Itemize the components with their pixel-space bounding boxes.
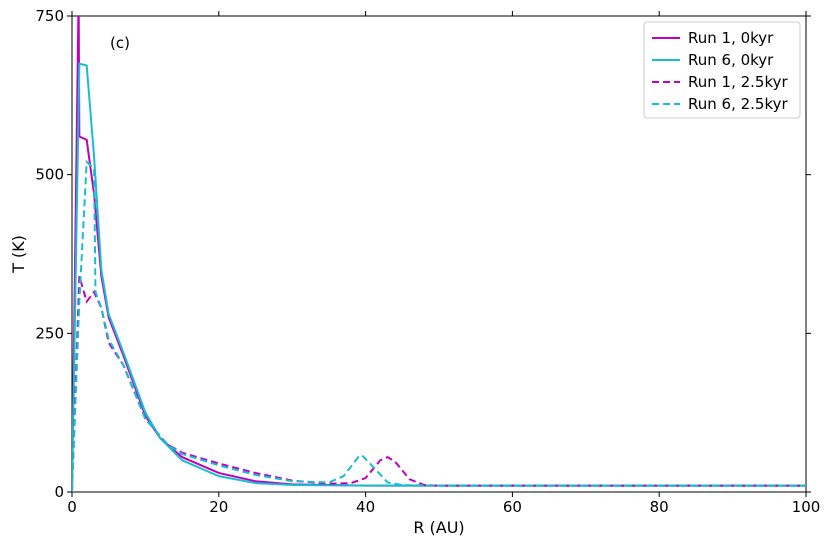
y-tick-label: 250 [35, 324, 64, 342]
annotation: (c) [110, 34, 130, 52]
plot-lines [72, 16, 806, 492]
x-tick-label: 20 [209, 498, 228, 516]
y-tick-label: 0 [54, 483, 64, 501]
x-tick-label: 40 [356, 498, 375, 516]
x-tick-label: 0 [67, 498, 77, 516]
x-tick-label: 60 [503, 498, 522, 516]
y-axis-label: T (K) [9, 235, 28, 274]
legend-label: Run 1, 2.5kyr [688, 73, 788, 91]
legend-label: Run 6, 0kyr [688, 51, 774, 69]
legend-label: Run 6, 2.5kyr [688, 95, 788, 113]
x-tick-label: 100 [792, 498, 821, 516]
legend-box [643, 21, 801, 119]
series-line [72, 62, 806, 492]
series-line [72, 159, 806, 492]
legend-label: Run 1, 0kyr [688, 29, 774, 47]
x-axis-label: R (AU) [413, 518, 464, 537]
y-tick-label: 750 [35, 7, 64, 25]
y-tick-label: 500 [35, 166, 64, 184]
plot-frame [71, 15, 807, 493]
series-line [72, 16, 806, 492]
x-tick-label: 80 [650, 498, 669, 516]
